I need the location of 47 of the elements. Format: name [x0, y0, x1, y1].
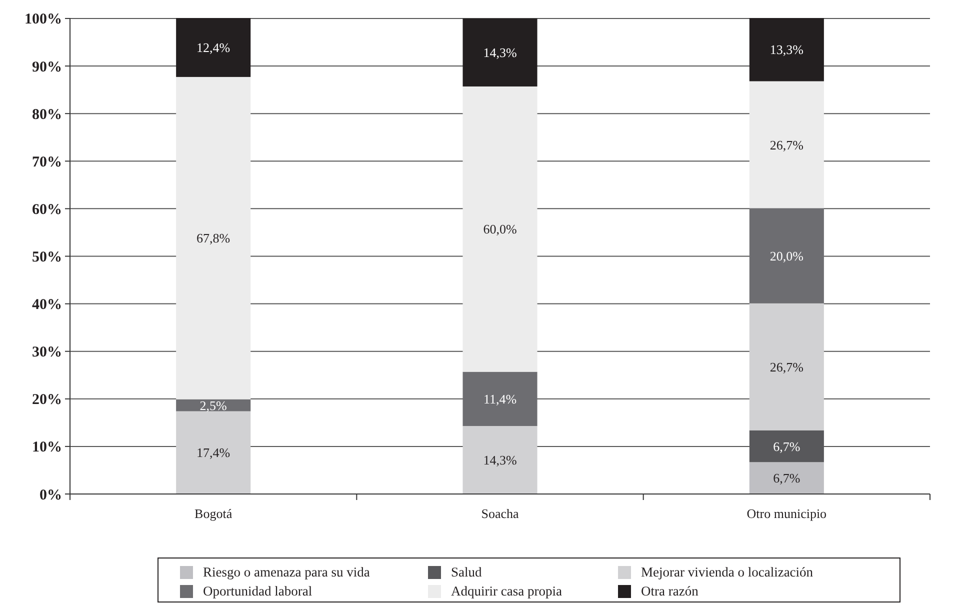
data-label: 12,4%: [196, 40, 230, 56]
data-label: 67,8%: [196, 230, 230, 246]
data-label: 20,0%: [770, 248, 804, 264]
legend-label: Otra razón: [641, 584, 699, 599]
y-tick-label: 10%: [32, 440, 62, 456]
bar: [749, 208, 824, 304]
legend-label: Salud: [451, 564, 482, 580]
legend-label: Mejorar vivienda o localización: [641, 564, 814, 580]
bar: [462, 86, 538, 372]
bar: [176, 76, 251, 400]
data-label: 11,4%: [483, 391, 517, 406]
bar: [176, 399, 251, 412]
legend-label: Oportunidad laboral: [203, 584, 312, 599]
y-tick-label: 0%: [40, 487, 62, 504]
data-label: 14,3%: [483, 45, 517, 60]
bar: [749, 462, 824, 494]
legend-label: Riesgo o amenaza para su vida: [203, 564, 370, 580]
data-label: 26,7%: [770, 359, 804, 374]
y-tick-label: 40%: [32, 297, 62, 314]
data-label: 13,3%: [770, 42, 804, 58]
y-tick-label: 20%: [32, 392, 62, 408]
data-label: 6,7%: [773, 470, 800, 486]
y-tick-label: 90%: [32, 59, 62, 76]
bar: [749, 18, 824, 82]
bar: [462, 426, 538, 494]
bar: [462, 372, 538, 426]
y-tick-label: 100%: [24, 12, 62, 28]
x-tick-label: Bogotá: [194, 506, 232, 521]
data-label: 26,7%: [770, 137, 804, 152]
bar: [176, 411, 251, 494]
bar: [462, 18, 538, 86]
x-tick-label: Soacha: [481, 506, 519, 521]
legend-label: Adquirir casa propia: [451, 584, 562, 599]
data-label: 17,4%: [196, 445, 230, 460]
y-tick-label: 30%: [32, 344, 62, 361]
y-tick-label: 70%: [32, 154, 62, 170]
data-label: 6,7%: [773, 438, 800, 454]
bar: [749, 81, 824, 208]
bar: [749, 303, 824, 430]
y-tick-label: 60%: [32, 202, 62, 218]
data-label: 60,0%: [483, 222, 517, 237]
y-tick-label: 80%: [32, 106, 62, 123]
data-label: 2,5%: [200, 398, 228, 413]
bar: [176, 18, 251, 77]
x-tick-label: Otro municipio: [746, 506, 827, 521]
data-label: 14,3%: [483, 452, 517, 468]
y-tick-label: 50%: [32, 249, 62, 266]
